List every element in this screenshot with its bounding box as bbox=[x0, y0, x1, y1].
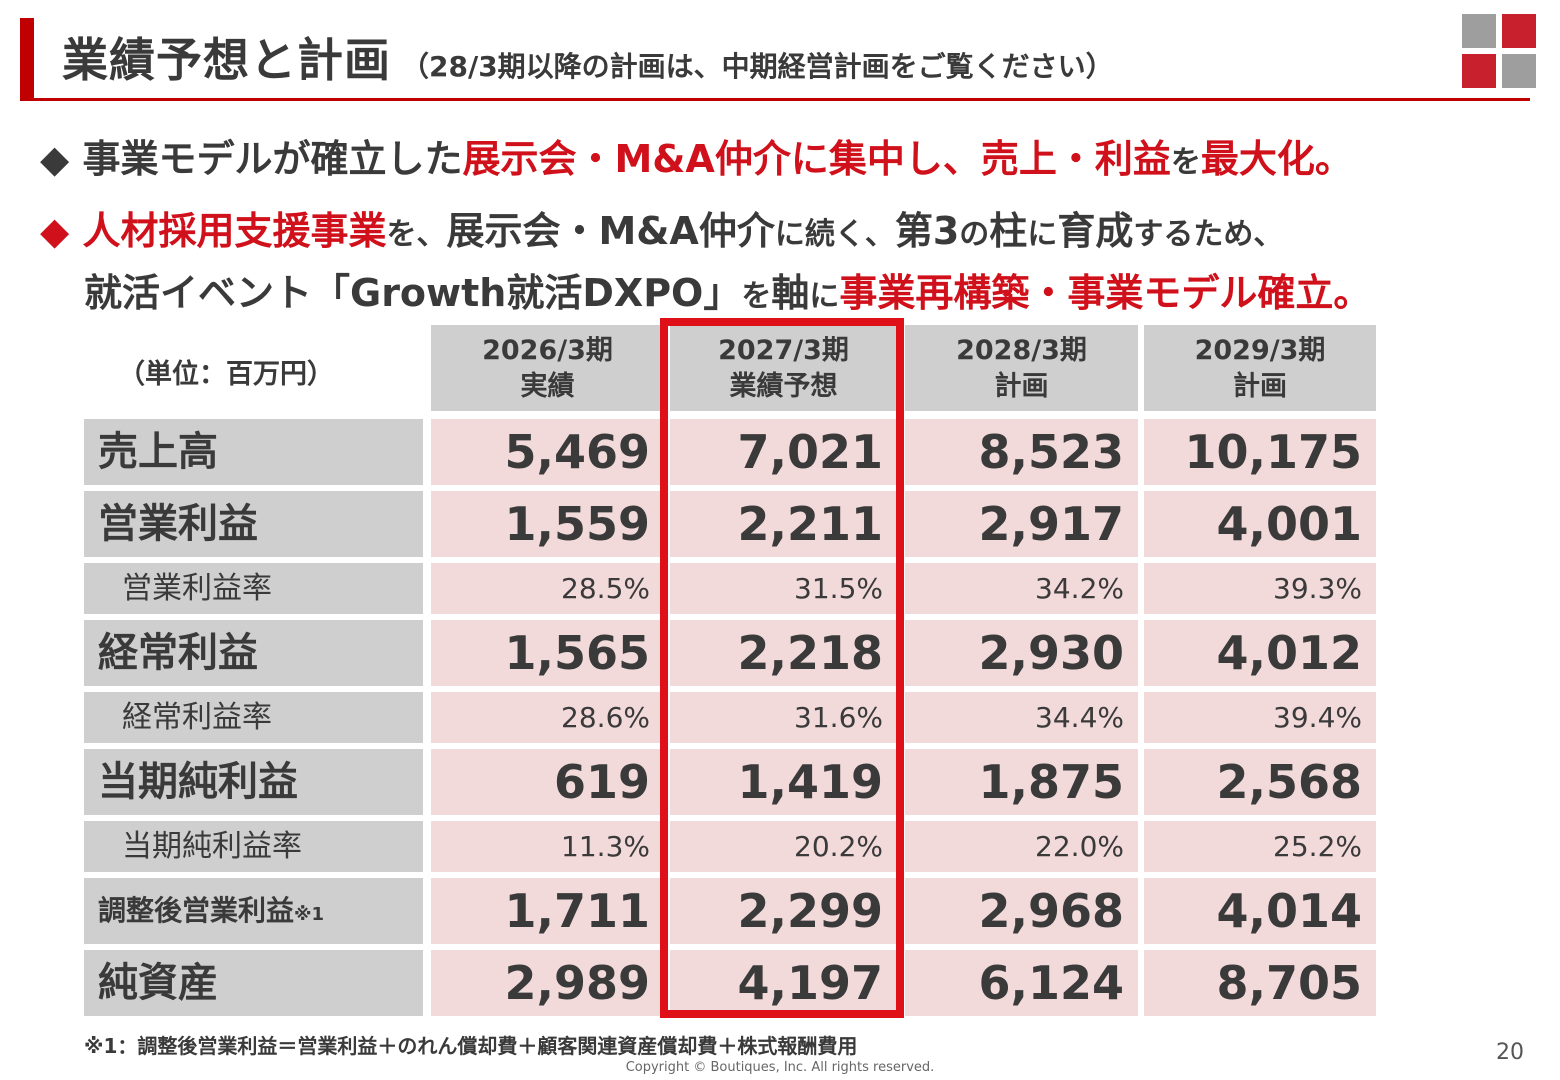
table-cell: 1,875 bbox=[905, 749, 1138, 815]
diamond-icon: ◆ bbox=[40, 137, 70, 181]
table-cell: 8,523 bbox=[905, 419, 1138, 485]
table-cell: 1,711 bbox=[431, 878, 664, 944]
table-cell: 2,989 bbox=[431, 950, 664, 1016]
bullet-2: ◆ 人材採用支援事業を、展示会・M&A仲介に続く、第3の柱に育成するため、 bbox=[40, 209, 1284, 253]
row-label-net-margin: 当期純利益率 bbox=[84, 821, 423, 872]
copyright: Copyright © Boutiques, Inc. All rights r… bbox=[625, 1060, 935, 1075]
row-label-net-income: 当期純利益 bbox=[84, 749, 423, 815]
title-subtitle: （28/3期以降の計画は、中期経営計画をご覧ください） bbox=[401, 50, 1114, 83]
footnote: ※1：調整後営業利益＝営業利益＋のれん償却費＋顧客関連資産償却費＋株式報酬費用 bbox=[84, 1034, 858, 1058]
table-cell: 4,001 bbox=[1144, 491, 1376, 557]
title-text: 業績予想と計画 bbox=[62, 33, 391, 87]
row-label-operating-profit: 営業利益 bbox=[84, 491, 423, 557]
table-cell: 2,917 bbox=[905, 491, 1138, 557]
table-cell: 4,012 bbox=[1144, 620, 1376, 686]
table-cell: 2,930 bbox=[905, 620, 1138, 686]
table-cell: 1,419 bbox=[670, 749, 897, 815]
table-cell: 31.6% bbox=[670, 692, 897, 743]
table-cell: 34.2% bbox=[905, 563, 1138, 614]
diamond-icon: ◆ bbox=[40, 209, 70, 253]
footnote-marker: ※1 bbox=[294, 904, 325, 925]
table-cell: 25.2% bbox=[1144, 821, 1376, 872]
row-label-ordinary-profit: 経常利益 bbox=[84, 620, 423, 686]
row-label-net-assets: 純資産 bbox=[84, 950, 423, 1016]
table-cell: 4,014 bbox=[1144, 878, 1376, 944]
header-accent-bar bbox=[20, 18, 34, 98]
table-cell: 2,218 bbox=[670, 620, 897, 686]
table-cell: 2,211 bbox=[670, 491, 897, 557]
table-cell: 11.3% bbox=[431, 821, 664, 872]
table-cell: 22.0% bbox=[905, 821, 1138, 872]
table-cell: 1,559 bbox=[431, 491, 664, 557]
table-cell: 619 bbox=[431, 749, 664, 815]
row-label-sales: 売上高 bbox=[84, 419, 423, 485]
table-cell: 4,197 bbox=[670, 950, 897, 1016]
table-cell: 5,469 bbox=[431, 419, 664, 485]
forecast-column-highlight bbox=[660, 318, 904, 1018]
header-col-2027: 2027/3期 業績予想 bbox=[670, 325, 897, 411]
row-label-operating-margin: 営業利益率 bbox=[84, 563, 423, 614]
table-cell: 39.3% bbox=[1144, 563, 1376, 614]
table-cell: 6,124 bbox=[905, 950, 1138, 1016]
table-cell: 8,705 bbox=[1144, 950, 1376, 1016]
table-cell: 34.4% bbox=[905, 692, 1138, 743]
table-cell: 28.6% bbox=[431, 692, 664, 743]
header-underline bbox=[20, 98, 1530, 101]
table-cell: 2,568 bbox=[1144, 749, 1376, 815]
header-col-2028: 2028/3期 計画 bbox=[905, 325, 1138, 411]
table-cell: 10,175 bbox=[1144, 419, 1376, 485]
bullet-2-continued: 就活イベント「Growth就活DXPO」を軸に事業再構築・事業モデル確立。 bbox=[84, 271, 1372, 315]
table-unit-label: （単位：百万円） bbox=[118, 359, 334, 390]
row-label-adjusted-operating-profit: 調整後営業利益※1 bbox=[84, 878, 423, 944]
table-cell: 1,565 bbox=[431, 620, 664, 686]
table-cell: 39.4% bbox=[1144, 692, 1376, 743]
table-cell: 2,968 bbox=[905, 878, 1138, 944]
table-cell: 7,021 bbox=[670, 419, 897, 485]
table-cell: 31.5% bbox=[670, 563, 897, 614]
row-label-ordinary-margin: 経常利益率 bbox=[84, 692, 423, 743]
table-cell: 2,299 bbox=[670, 878, 897, 944]
header-col-2029: 2029/3期 計画 bbox=[1144, 325, 1376, 411]
table-cell: 20.2% bbox=[670, 821, 897, 872]
company-logo-icon bbox=[1462, 14, 1536, 88]
header-col-2026: 2026/3期 実績 bbox=[431, 325, 664, 411]
page-number: 20 bbox=[1496, 1040, 1524, 1065]
page-title: 業績予想と計画 （28/3期以降の計画は、中期経営計画をご覧ください） bbox=[62, 24, 1114, 90]
table-cell: 28.5% bbox=[431, 563, 664, 614]
bullet-1: ◆ 事業モデルが確立した展示会・M&A仲介に集中し、売上・利益を最大化。 bbox=[40, 137, 1353, 181]
